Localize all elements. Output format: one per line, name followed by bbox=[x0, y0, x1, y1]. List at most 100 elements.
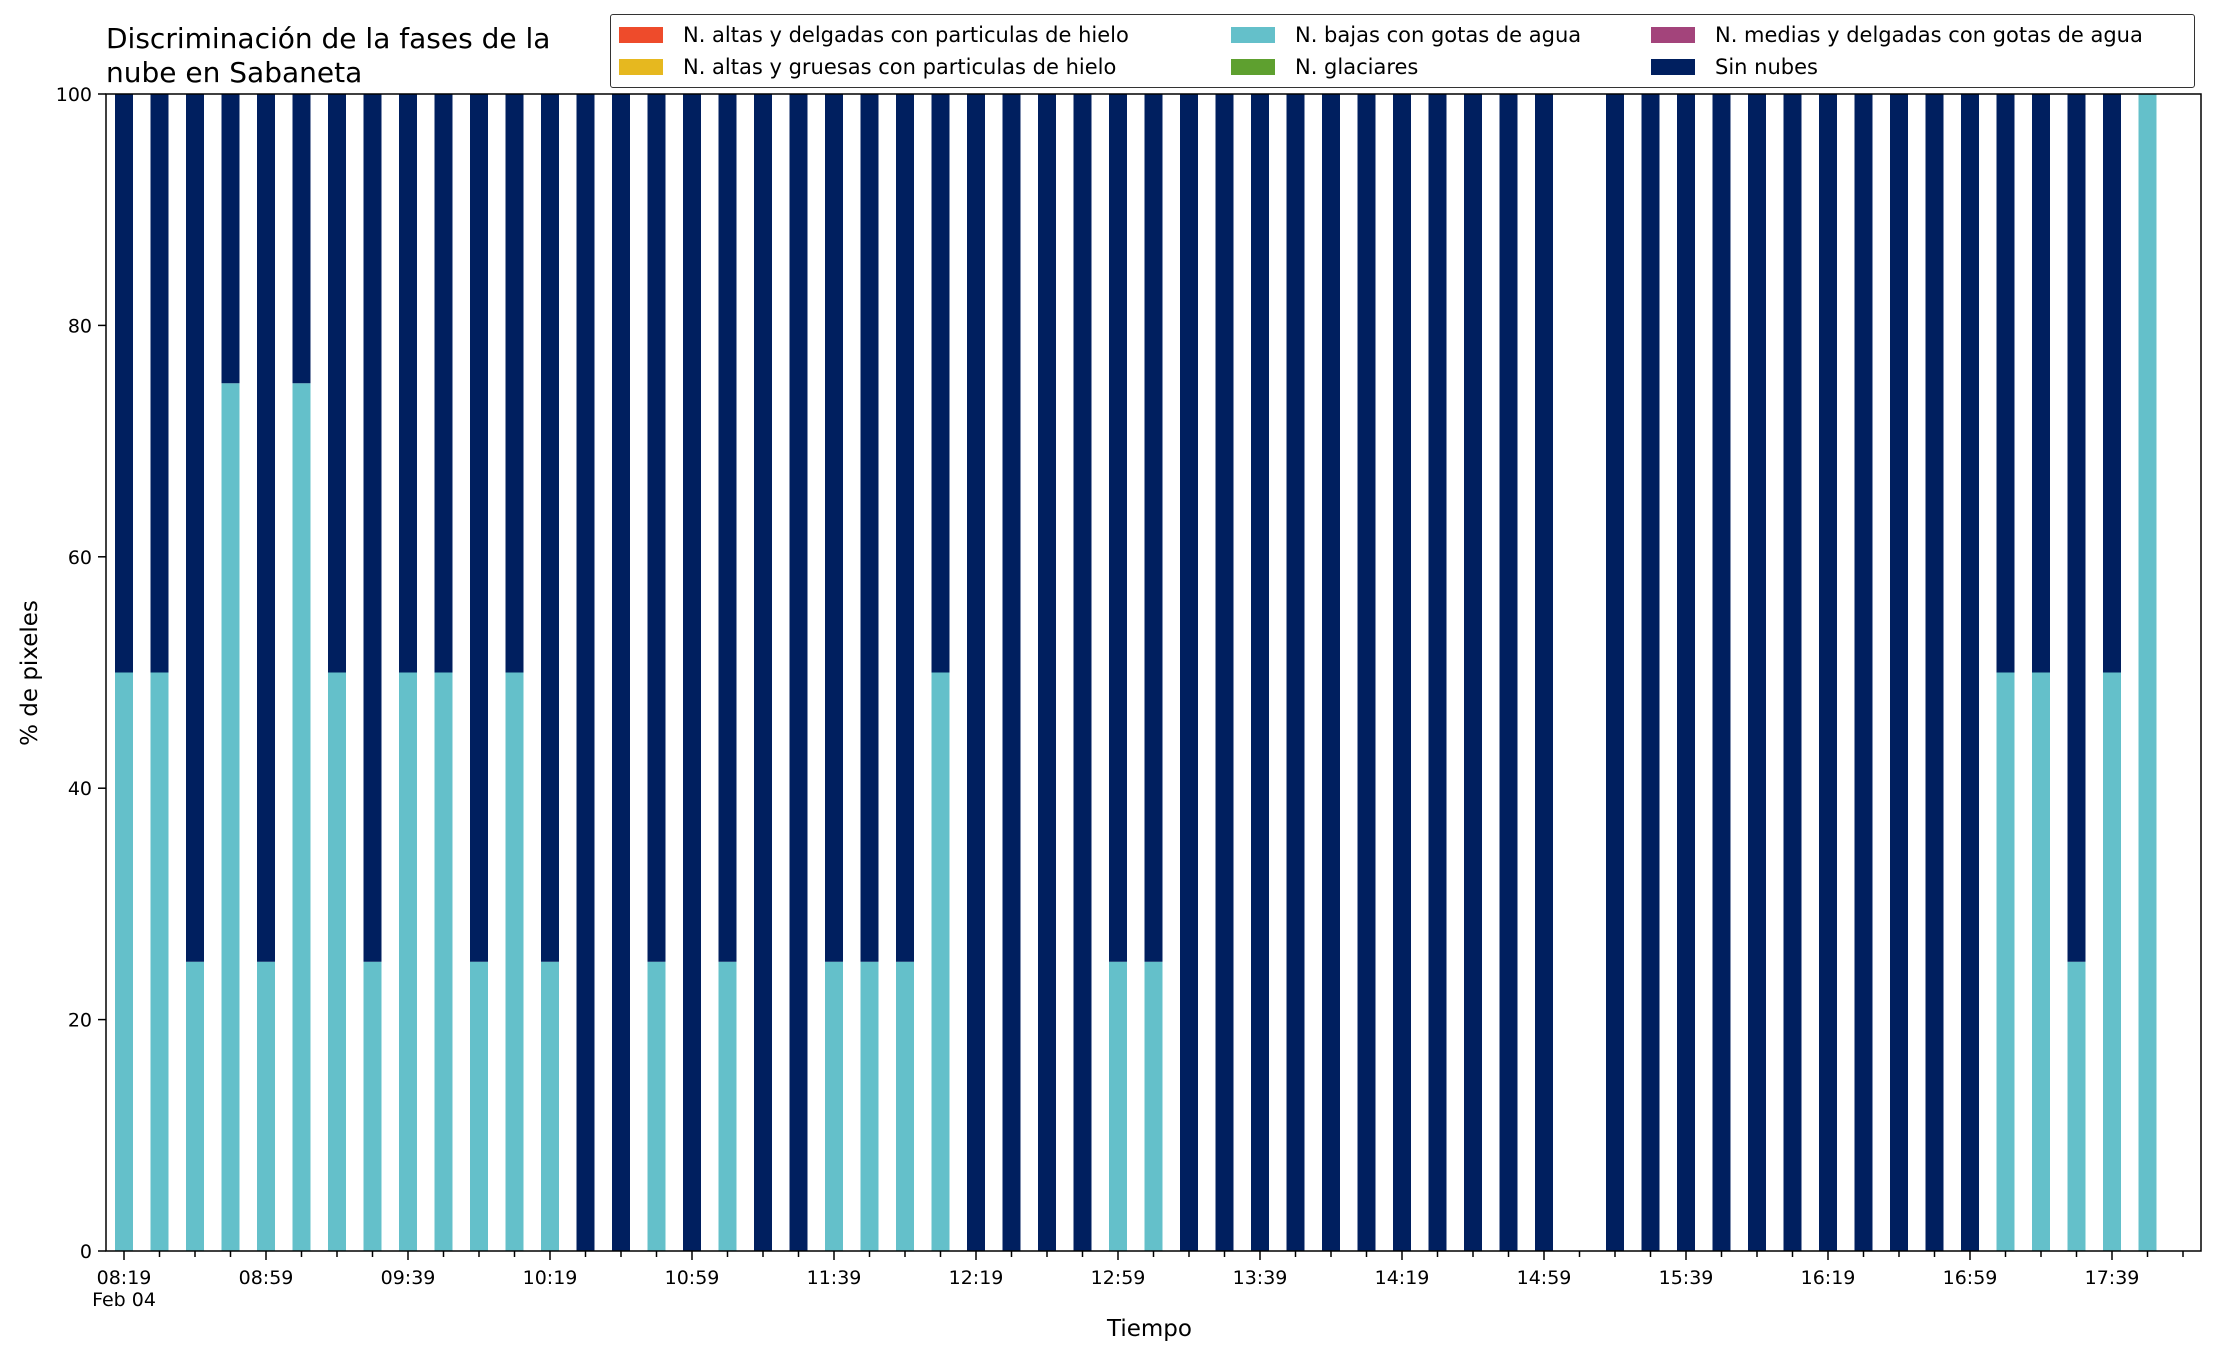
legend-item: N. bajas con gotas de agua bbox=[1231, 23, 1581, 47]
bar-segment bbox=[1357, 94, 1376, 1251]
bar-segment bbox=[1109, 94, 1127, 962]
x-tick-label: 11:39 bbox=[807, 1267, 862, 1289]
bar-segment bbox=[186, 961, 204, 1251]
legend-label: N. altas y gruesas con particulas de hie… bbox=[683, 55, 1117, 79]
bar-segment bbox=[292, 383, 311, 1251]
bar-segment bbox=[683, 94, 701, 1251]
y-tick-label: 100 bbox=[56, 84, 92, 106]
bar-segment bbox=[470, 94, 488, 962]
bar-segment bbox=[860, 94, 879, 962]
legend-label: N. bajas con gotas de agua bbox=[1295, 23, 1582, 47]
y-tick-label: 0 bbox=[80, 1241, 92, 1263]
y-tick-label: 20 bbox=[68, 1010, 92, 1032]
bar-segment bbox=[257, 961, 275, 1251]
bar-segment bbox=[2138, 94, 2157, 1251]
legend-label: N. glaciares bbox=[1295, 55, 1419, 79]
bar-segment bbox=[470, 961, 488, 1251]
bar-segment bbox=[1393, 94, 1411, 1251]
bar-segment bbox=[328, 672, 346, 1251]
bar-segment bbox=[931, 672, 950, 1251]
x-tick-label: 08:59 bbox=[239, 1267, 294, 1289]
bar-segment bbox=[1286, 94, 1305, 1251]
legend-item: N. altas y gruesas con particulas de hie… bbox=[619, 55, 1116, 79]
bar-segment bbox=[1819, 94, 1837, 1251]
legend-swatch bbox=[1231, 27, 1275, 43]
bar-segment bbox=[1109, 961, 1127, 1251]
bar-segment bbox=[1144, 94, 1163, 962]
bar-segment bbox=[860, 961, 879, 1251]
bar-segment bbox=[825, 94, 843, 962]
bar-segment bbox=[1890, 94, 1908, 1251]
x-tick-label: 14:19 bbox=[1375, 1267, 1430, 1289]
bar-segment bbox=[2067, 94, 2086, 962]
bars-layer bbox=[115, 94, 2157, 1251]
bar-segment bbox=[541, 961, 559, 1251]
bar-segment bbox=[186, 94, 204, 962]
x-tick-label: 09:39 bbox=[381, 1267, 436, 1289]
bar-segment bbox=[1073, 94, 1092, 1251]
legend-swatch bbox=[619, 59, 663, 75]
bar-segment bbox=[505, 672, 524, 1251]
bar-segment bbox=[1783, 94, 1802, 1251]
bar-segment bbox=[1428, 94, 1447, 1251]
legend-item: N. glaciares bbox=[1231, 55, 1418, 79]
bar-segment bbox=[1641, 94, 1660, 1251]
x-tick-label: 13:39 bbox=[1233, 1267, 1288, 1289]
bar-segment bbox=[896, 94, 914, 962]
chart-title: Discriminación de la fases de la nube en… bbox=[106, 22, 551, 89]
bar-segment bbox=[967, 94, 985, 1251]
x-tick-label: Feb 04 bbox=[92, 1289, 156, 1311]
legend-item: N. medias y delgadas con gotas de agua bbox=[1651, 23, 2143, 47]
bar-segment bbox=[1996, 672, 2015, 1251]
bar-segment bbox=[399, 94, 417, 673]
bar-segment bbox=[150, 672, 169, 1251]
bar-segment bbox=[789, 94, 808, 1251]
legend-swatch bbox=[1651, 27, 1695, 43]
bar-segment bbox=[541, 94, 559, 962]
bar-segment bbox=[1180, 94, 1198, 1251]
bar-segment bbox=[2103, 672, 2121, 1251]
bar-segment bbox=[363, 961, 382, 1251]
bar-segment bbox=[221, 383, 240, 1251]
y-axis-label: % de pixeles bbox=[17, 600, 43, 746]
y-axis: 0 20 40 60 80 100 bbox=[56, 84, 106, 1263]
bar-segment bbox=[505, 94, 524, 673]
bar-segment bbox=[931, 94, 950, 673]
x-tick-label: 17:39 bbox=[2085, 1267, 2140, 1289]
bar-segment bbox=[363, 94, 382, 962]
bar-segment bbox=[1251, 94, 1269, 1251]
legend-swatch bbox=[619, 27, 663, 43]
legend-label: N. medias y delgadas con gotas de agua bbox=[1715, 23, 2143, 47]
bar-segment bbox=[612, 94, 630, 1251]
y-tick-label: 40 bbox=[68, 778, 92, 800]
bar-segment bbox=[1996, 94, 2015, 673]
y-tick-label: 80 bbox=[68, 315, 92, 337]
legend-swatch bbox=[1231, 59, 1275, 75]
x-tick-label: 14:59 bbox=[1517, 1267, 1572, 1289]
bar-segment bbox=[1002, 94, 1021, 1251]
bar-segment bbox=[2067, 961, 2086, 1251]
legend-label: Sin nubes bbox=[1715, 55, 1818, 79]
bar-segment bbox=[647, 94, 666, 962]
bar-segment bbox=[328, 94, 346, 673]
bar-segment bbox=[1322, 94, 1340, 1251]
bar-segment bbox=[647, 961, 666, 1251]
legend-swatch bbox=[1651, 59, 1695, 75]
bar-segment bbox=[1535, 94, 1553, 1251]
bar-segment bbox=[150, 94, 169, 673]
bar-segment bbox=[399, 672, 417, 1251]
legend-label: N. altas y delgadas con particulas de hi… bbox=[683, 23, 1129, 47]
bar-segment bbox=[115, 94, 133, 673]
x-tick-label: 15:39 bbox=[1659, 1267, 1714, 1289]
legend-item: Sin nubes bbox=[1651, 55, 1818, 79]
bar-segment bbox=[1606, 94, 1624, 1251]
bar-segment bbox=[221, 94, 240, 384]
bar-segment bbox=[576, 94, 595, 1251]
x-tick-label: 10:59 bbox=[665, 1267, 720, 1289]
x-tick-label: 12:19 bbox=[949, 1267, 1004, 1289]
bar-segment bbox=[2032, 672, 2050, 1251]
bar-segment bbox=[1464, 94, 1482, 1251]
plot-frame bbox=[105, 93, 2202, 1252]
